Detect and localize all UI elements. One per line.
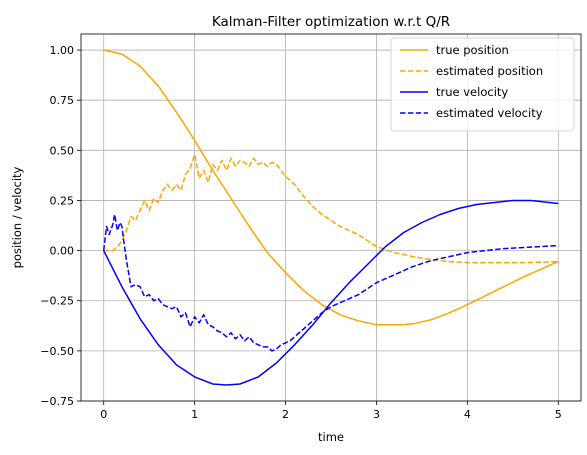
series-line-estimated-velocity — [102, 213, 559, 352]
x-tick-label: 0 — [100, 408, 107, 421]
y-tick-label: 0.25 — [50, 194, 75, 207]
chart-title: Kalman-Filter optimization w.r.t Q/R — [212, 14, 450, 30]
legend-entry-label: true position — [436, 43, 509, 57]
series-line-estimated-position — [103, 153, 559, 264]
legend-entry-label: estimated position — [436, 64, 543, 78]
series-layer — [102, 49, 559, 386]
legend-box — [390, 37, 575, 132]
series-line-true-velocity — [103, 199, 559, 386]
legend-entry-label: estimated velocity — [436, 106, 543, 120]
x-tick-label: 1 — [191, 408, 198, 421]
y-tick-label: −0.75 — [40, 395, 74, 408]
legend-entry-label: true velocity — [436, 85, 508, 99]
y-tick-label: 0.50 — [50, 144, 75, 157]
x-tick-label: 2 — [282, 408, 289, 421]
y-axis-label: position / velocity — [10, 166, 24, 268]
x-tick-label: 5 — [555, 408, 562, 421]
x-axis: 0 1 2 3 4 5 — [100, 401, 562, 421]
y-tick-label: −0.25 — [40, 295, 74, 308]
legend: true position estimated position true velo… — [390, 37, 575, 132]
y-tick-label: 1.00 — [50, 44, 75, 57]
y-axis: −0.75 −0.50 −0.25 0.00 0.25 0.50 0.75 1.00 — [40, 44, 81, 408]
y-tick-label: 0.75 — [50, 94, 75, 107]
y-tick-label: −0.50 — [40, 345, 74, 358]
plot-frame — [80, 33, 582, 402]
y-tick-label: 0.00 — [50, 245, 75, 258]
series-line-true-position — [103, 49, 559, 326]
x-axis-label: time — [318, 430, 344, 444]
x-tick-label: 4 — [464, 408, 471, 421]
x-tick-label: 3 — [373, 408, 380, 421]
